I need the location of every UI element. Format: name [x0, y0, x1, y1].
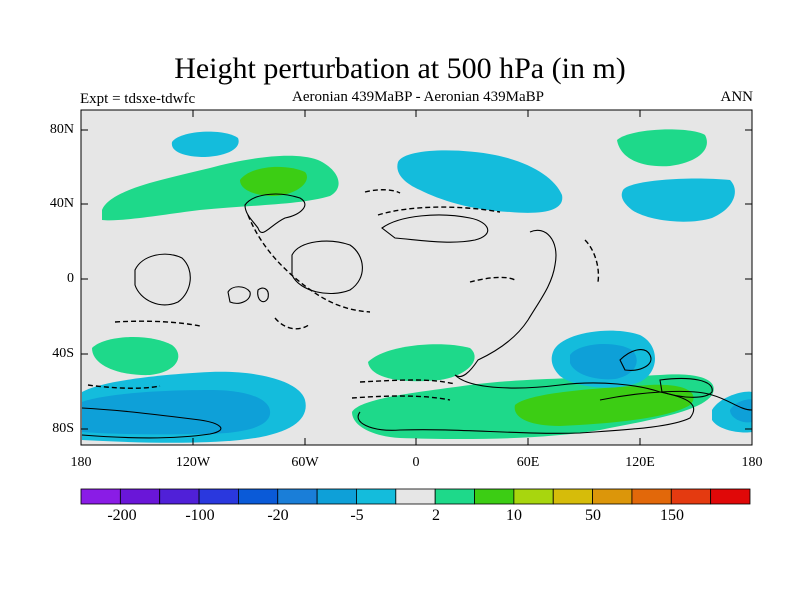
- small-island-coast: [227, 286, 251, 304]
- colorbar-box: [277, 488, 318, 505]
- gondwana-coast: [357, 229, 695, 434]
- colorbar-box: [198, 488, 239, 505]
- colorbar-box: [552, 488, 593, 505]
- colorbar-label: 150: [660, 507, 684, 524]
- coastline-outlines: [81, 193, 752, 439]
- colorbar-label: 2: [432, 507, 440, 524]
- lon-tick-label: 60E: [516, 455, 540, 470]
- lon-tick-label: 60W: [291, 455, 319, 470]
- north-atlantic-positive-core: [240, 166, 307, 196]
- lon-tick-label: 120W: [175, 455, 211, 470]
- colorbar-label: -200: [107, 507, 137, 524]
- colorbar-label: -5: [350, 507, 364, 524]
- dashed-outline-laurentia: [247, 214, 371, 313]
- lat-tick-label: 80S: [52, 421, 74, 436]
- lon-tick-label: 180: [70, 455, 92, 470]
- colorbar-box: [316, 488, 357, 505]
- axis-ticks: [81, 110, 752, 445]
- lon-tick-label: 120E: [625, 455, 655, 470]
- baltica-coast: [381, 214, 489, 243]
- arctic-negative-region-central: [397, 150, 563, 213]
- south-margin-coast: [81, 407, 222, 439]
- south-pacific-positive-region: [92, 337, 179, 376]
- lon-tick-label: 0: [412, 455, 420, 470]
- dashed-outline-central: [469, 276, 516, 283]
- colorbar-box: [238, 488, 279, 505]
- colorbar-label: 10: [506, 507, 522, 524]
- east-coast: [659, 377, 713, 398]
- laurentia-coast: [244, 193, 306, 234]
- gondwana-east-coast: [619, 349, 652, 371]
- colorbar: [80, 488, 751, 505]
- dashed-outline-north-2: [377, 206, 501, 216]
- lat-tick-label: 40S: [52, 346, 74, 361]
- lon-tick-label: 180: [741, 455, 763, 470]
- dashed-outline-north: [364, 189, 401, 194]
- colorbar-label: -100: [185, 507, 215, 524]
- colorbar-label: 50: [585, 507, 601, 524]
- colorbar-box: [159, 488, 200, 505]
- colorbar-box: [434, 488, 475, 505]
- pacific-island-coast: [134, 253, 191, 306]
- dashed-outline-south: [359, 379, 456, 385]
- colorbar-box: [474, 488, 515, 505]
- dashed-outline-east: [584, 239, 600, 283]
- lat-tick-label: 0: [67, 271, 74, 286]
- experiment-label: Expt = tdsxe-tdwfc: [80, 91, 196, 107]
- period-label: Aeronian 439MaBP - Aeronian 439MaBP: [292, 89, 544, 105]
- indian-ocean-negative-core: [570, 343, 637, 380]
- colorbar-label: -20: [267, 507, 289, 524]
- southern-ocean-positive-core: [514, 384, 694, 426]
- season-label: ANN: [720, 89, 754, 105]
- south-pacific-negative-core: [82, 390, 271, 435]
- arctic-positive-region: [617, 129, 707, 167]
- dashed-outlines: [87, 189, 600, 401]
- small-island-coast-2: [257, 287, 269, 303]
- arctic-negative-region-east: [621, 178, 735, 222]
- colorbar-box: [513, 488, 554, 505]
- colorbar-box: [710, 488, 751, 505]
- colorbar-box: [119, 488, 161, 505]
- south-atlantic-positive-region: [368, 344, 475, 382]
- chart-title: Height perturbation at 500 hPa (in m): [174, 52, 626, 85]
- dashed-outline-west: [114, 320, 201, 327]
- colorbar-box: [670, 488, 712, 505]
- colorbar-box: [631, 488, 672, 505]
- colorbar-box: [592, 488, 633, 505]
- colorbar-box: [395, 488, 436, 505]
- dashed-outline-south-2: [351, 395, 451, 401]
- colorbar-box: [356, 488, 397, 505]
- colorbar-box: [80, 488, 121, 505]
- lat-tick-label: 40N: [49, 196, 74, 211]
- arctic-negative-region-west: [171, 131, 239, 157]
- lat-tick-label: 80N: [49, 122, 74, 137]
- dashed-outline-west-2: [274, 317, 311, 330]
- dashed-outline-pacific: [87, 384, 161, 389]
